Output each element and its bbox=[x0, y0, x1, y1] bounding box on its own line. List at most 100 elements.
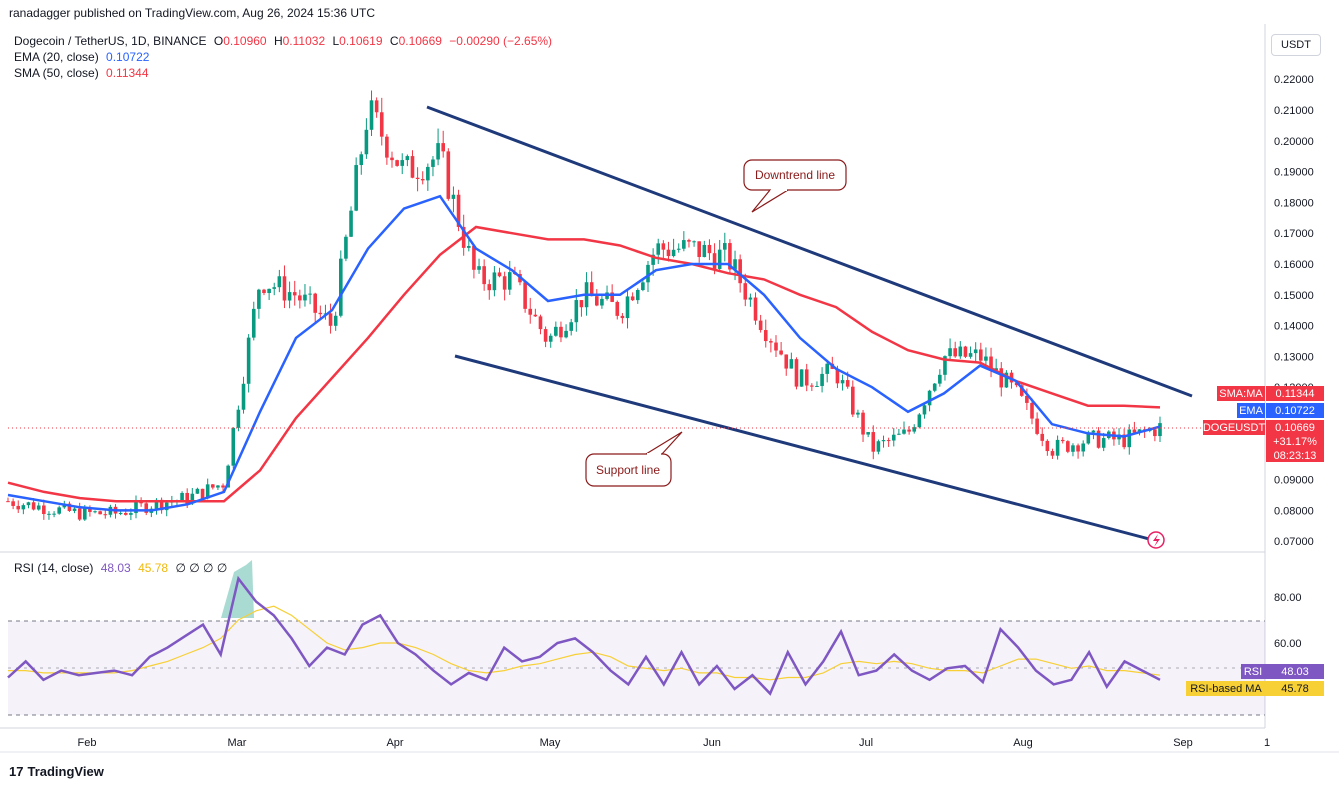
candle-body bbox=[692, 241, 696, 243]
candle-body bbox=[610, 292, 614, 302]
rsi-line[interactable] bbox=[7, 575, 1161, 696]
rsi-tick-label: 80.00 bbox=[1274, 592, 1302, 604]
candle-body bbox=[840, 380, 845, 384]
sma-line[interactable] bbox=[7, 225, 1161, 503]
symbol-price-tag[interactable]: DOGEUSDT 0.10669 +31.17% 08:23:13 bbox=[1203, 420, 1324, 462]
candle-body bbox=[390, 157, 394, 161]
candle-body bbox=[1019, 385, 1024, 396]
candle-body bbox=[339, 258, 343, 316]
price-axis[interactable]: 0.22000 0.21000 0.20000 0.19000 0.18000 0.170… bbox=[1274, 74, 1314, 548]
time-tick-label: Sep bbox=[1173, 737, 1193, 749]
rsi-axis[interactable]: 80.00 60.00 bbox=[1274, 592, 1302, 650]
candle-body bbox=[1081, 443, 1085, 452]
rsi-ma-line[interactable] bbox=[8, 605, 1161, 681]
support-callout[interactable]: Support line bbox=[585, 431, 683, 487]
candle-body bbox=[697, 241, 701, 258]
candle-body bbox=[185, 492, 189, 504]
candle-body bbox=[881, 440, 886, 442]
candle-body bbox=[866, 432, 870, 435]
candle-body bbox=[1096, 430, 1101, 448]
ema-row[interactable]: EMA (20, close) 0.10722 bbox=[14, 49, 552, 65]
candle-body bbox=[226, 465, 230, 488]
candle-body bbox=[569, 322, 573, 331]
candle-body bbox=[180, 492, 184, 501]
rsi-value-tag[interactable]: RSI 48.03 bbox=[1241, 664, 1324, 679]
ema-label: EMA (20, close) bbox=[14, 50, 99, 64]
candle-body bbox=[1060, 439, 1065, 442]
candle-body bbox=[758, 320, 763, 331]
publisher-credit: ranadagger published on TradingView.com,… bbox=[9, 6, 376, 20]
candle-body bbox=[799, 369, 804, 387]
candle-body bbox=[318, 312, 323, 315]
tradingview-brand[interactable]: 17 TradingView bbox=[9, 764, 104, 779]
symbol-tag-label: DOGEUSDT bbox=[1203, 422, 1266, 434]
ema-tag-bg bbox=[1237, 403, 1265, 418]
price-tick-label: 0.15000 bbox=[1274, 290, 1314, 302]
rsi-ma-tag-label: RSI-based MA bbox=[1190, 683, 1262, 695]
ohlc-close-label: C bbox=[389, 34, 399, 48]
candle-body bbox=[994, 368, 998, 371]
candle-body bbox=[410, 156, 415, 178]
time-axis[interactable]: Feb Mar Apr May Jun Jul Aug Sep bbox=[78, 737, 1193, 749]
downtrend-line[interactable] bbox=[426, 105, 1193, 398]
candle-body bbox=[77, 508, 82, 520]
candle-body bbox=[548, 335, 553, 342]
candle-body bbox=[615, 301, 620, 316]
sma-row[interactable]: SMA (50, close) 0.11344 bbox=[14, 65, 552, 81]
candle-body bbox=[1071, 445, 1075, 452]
candle-body bbox=[856, 412, 860, 415]
candle-body bbox=[267, 288, 271, 294]
candle-body bbox=[441, 143, 445, 152]
price-tick-label: 0.19000 bbox=[1274, 167, 1314, 179]
candle-body bbox=[845, 380, 850, 387]
price-tick-label: 0.17000 bbox=[1274, 228, 1314, 240]
candle-body bbox=[154, 499, 159, 509]
candle-body bbox=[467, 246, 471, 248]
candle-body bbox=[303, 294, 307, 301]
candle-body bbox=[1101, 438, 1106, 448]
rsi-legend-label[interactable]: RSI (14, close) bbox=[14, 561, 94, 575]
price-tick-label: 0.08000 bbox=[1274, 505, 1314, 517]
candle-body bbox=[369, 100, 374, 130]
sma-tag-label: SMA:MA bbox=[1219, 388, 1263, 400]
downtrend-callout-pointer bbox=[751, 189, 789, 213]
sma-price-tag[interactable]: SMA:MA 0.11344 bbox=[1217, 386, 1324, 401]
candle-body bbox=[958, 346, 963, 357]
price-tick-label: 0.20000 bbox=[1274, 136, 1314, 148]
ema-line[interactable] bbox=[7, 194, 1161, 512]
candle-body bbox=[630, 296, 635, 301]
candle-body bbox=[656, 243, 661, 255]
ema-value-bg bbox=[1266, 403, 1324, 418]
candle-body bbox=[308, 293, 312, 295]
support-line[interactable] bbox=[454, 354, 1154, 542]
candle-body bbox=[907, 429, 911, 432]
rsi-ma-tag[interactable]: RSI-based MA 45.78 bbox=[1186, 681, 1324, 696]
candle-body bbox=[891, 434, 896, 441]
candle-body bbox=[83, 507, 87, 520]
candle-body bbox=[1076, 445, 1080, 452]
symbol-title[interactable]: Dogecoin / TetherUS, 1D, BINANCE bbox=[14, 34, 207, 48]
bar-countdown: 08:23:13 bbox=[1274, 450, 1317, 462]
downtrend-callout[interactable]: Downtrend line bbox=[743, 159, 847, 213]
tradingview-brand-text: TradingView bbox=[27, 764, 104, 779]
candle-body bbox=[129, 513, 133, 515]
candle-body bbox=[1127, 429, 1132, 448]
ohlc-low: 0.10619 bbox=[339, 34, 383, 48]
candle-body bbox=[216, 485, 220, 488]
candle-body bbox=[26, 502, 31, 506]
candle-body bbox=[374, 100, 379, 113]
price-tick-label: 0.14000 bbox=[1274, 321, 1314, 333]
candle-body bbox=[589, 282, 594, 297]
candle-body bbox=[364, 129, 369, 155]
candle-body bbox=[328, 313, 333, 326]
ohlc-open: 0.10960 bbox=[223, 34, 267, 48]
candle-body bbox=[211, 484, 215, 488]
candle-body bbox=[932, 383, 937, 391]
ema-price-tag[interactable]: EMA 0.10722 bbox=[1237, 403, 1324, 418]
tradingview-logo-icon: 17 bbox=[9, 764, 24, 779]
lightning-icon-bolt bbox=[1153, 534, 1160, 547]
candle-body bbox=[1030, 402, 1034, 419]
lightning-icon[interactable] bbox=[1147, 531, 1165, 549]
currency-button[interactable]: USDT bbox=[1271, 34, 1321, 56]
